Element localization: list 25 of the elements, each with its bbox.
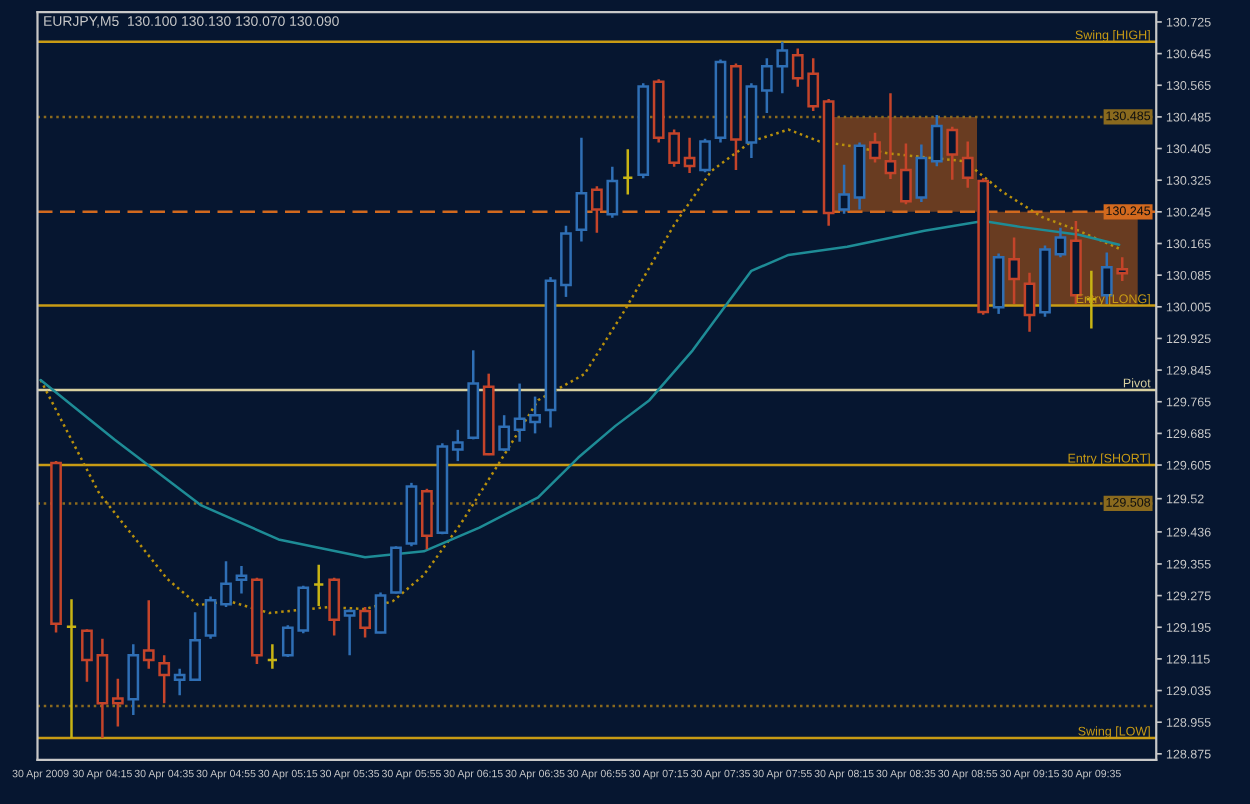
candlestick: [683, 136, 696, 175]
candlestick: [142, 599, 155, 671]
candlestick: [575, 136, 588, 243]
candlestick: [699, 137, 711, 174]
candlestick: [312, 563, 325, 608]
candlestick: [1023, 271, 1036, 333]
candlestick: [390, 544, 402, 595]
candlestick: [96, 637, 109, 740]
candlestick: [374, 591, 387, 635]
candlestick: [220, 559, 232, 609]
candlestick: [513, 382, 526, 443]
candlestick: [451, 428, 464, 463]
candlestick: [529, 395, 541, 435]
candlestick: [204, 595, 217, 640]
candlestick: [81, 627, 93, 684]
candlestick: [621, 148, 634, 196]
candlestick: [158, 654, 171, 705]
candlestick: [1054, 226, 1067, 259]
candlestick: [328, 576, 341, 637]
candlestick: [884, 91, 897, 181]
candlestick: [235, 564, 248, 595]
candlestick: [65, 597, 78, 740]
candlestick: [961, 140, 974, 189]
candlestick: [869, 131, 881, 164]
candlestick: [266, 643, 279, 671]
